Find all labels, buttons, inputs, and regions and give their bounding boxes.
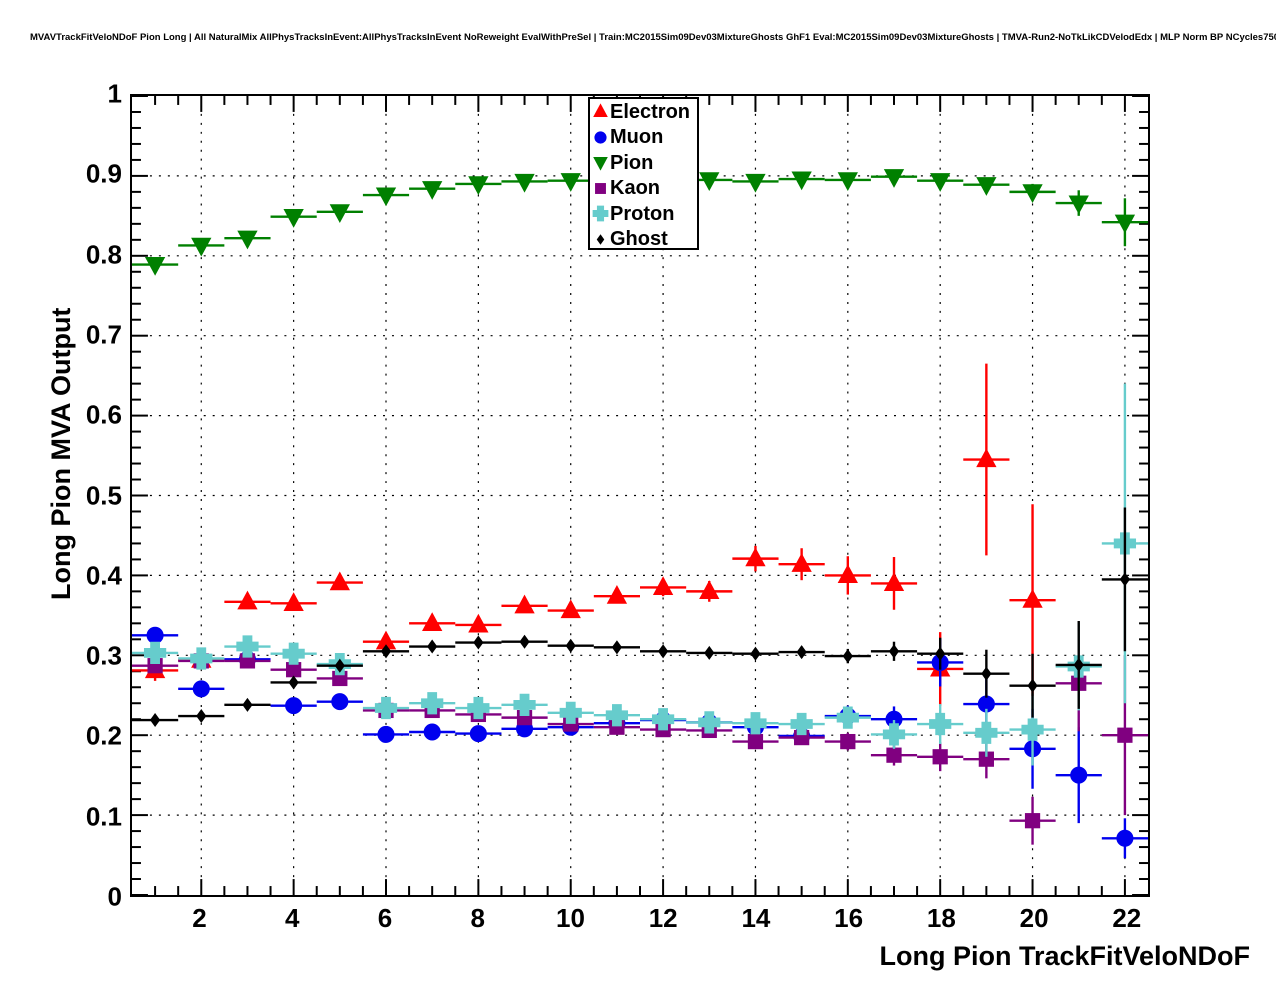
x-tick-label: 12 [648,903,678,933]
legend-entry-pion[interactable]: Pion [590,150,697,176]
circle-marker-icon [592,129,609,146]
series-ghost [132,507,1148,728]
x-axis-title: Long Pion TrackFitVeloNDoF [879,941,1250,971]
x-tick-label: 6 [377,903,393,933]
data-series-layer [132,169,1148,859]
y-tick-label: 0.4 [85,560,122,591]
x-tick-label: 18 [926,903,956,933]
x-tick-label: 22 [1112,903,1142,933]
y-tick-label: 0.8 [85,239,122,270]
y-tick-label: 0.5 [85,480,122,510]
legend-label: Ghost [610,228,668,251]
y-tick-label: 0 [107,881,122,912]
series-proton [132,383,1148,766]
legend-label: Pion [610,151,654,174]
triangle-up-marker-icon [592,103,609,120]
y-tick-label: 0.2 [85,720,122,751]
y-tick-label: 0.3 [85,640,122,671]
y-tick-label: 0.7 [85,319,122,350]
series-muon [132,626,1148,859]
y-tick-label: 0.1 [85,801,122,832]
legend-label: Electron [610,100,691,123]
y-tick-label: 0.6 [85,399,122,430]
diamond-marker-icon [592,231,609,248]
grid-and-ticks [132,95,1148,896]
legend-entry-muon[interactable]: Muon [590,125,697,151]
y-tick-label: 0.9 [85,158,122,189]
x-tick-label: 10 [555,903,585,933]
cross-marker-icon [592,205,609,222]
x-tick-label: 14 [741,903,771,933]
x-tick-label: 20 [1019,903,1049,933]
triangle-down-marker-icon [592,154,609,171]
legend-label: Proton [610,202,675,225]
legend-entry-ghost[interactable]: Ghost [590,227,697,253]
legend-entry-kaon[interactable]: Kaon [590,176,697,202]
square-marker-icon [592,180,609,197]
legend-entry-electron[interactable]: Electron [590,99,697,125]
y-axis-title: Long Pion MVA Output [46,307,76,600]
x-tick-label: 4 [285,903,300,933]
legend: Electron Muon Pion Kaon Proton Ghost [588,97,699,250]
plot-frame [130,94,1150,897]
legend-entry-proton[interactable]: Proton [590,201,697,227]
plot-title: MVAVTrackFitVeloNDoF Pion Long | All Nat… [30,32,1276,43]
legend-label: Muon [610,126,664,149]
legend-label: Kaon [610,177,660,200]
x-tick-label: 16 [834,903,864,933]
series-electron [132,363,1056,706]
x-tick-label: 8 [470,903,485,933]
series-kaon [132,635,1148,845]
x-tick-label: 2 [192,903,207,933]
y-tick-label: 1 [107,78,122,109]
